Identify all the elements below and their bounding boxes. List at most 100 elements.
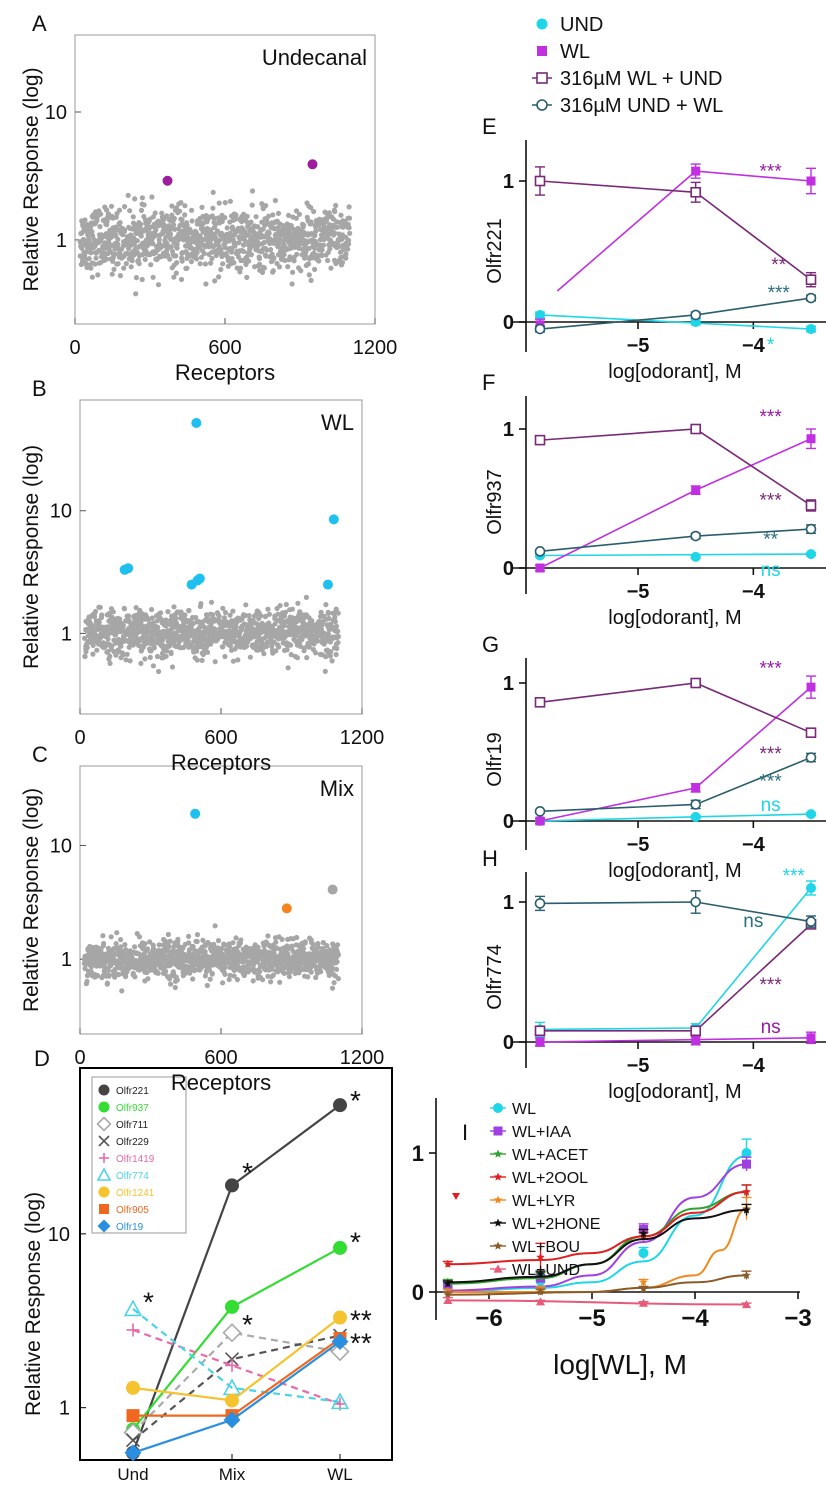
highlight-point-B — [123, 563, 134, 574]
significance-label-D: * — [242, 1309, 253, 1340]
data-point-A — [93, 255, 99, 261]
data-point-C — [167, 938, 173, 944]
data-point-A — [260, 226, 266, 232]
data-point-G-3-shape — [805, 752, 817, 763]
data-point-C — [104, 980, 110, 986]
data-point-C — [269, 966, 275, 972]
x-axis-label-A: Receptors — [175, 360, 275, 385]
data-point-G-2 — [690, 677, 701, 689]
data-point-C — [144, 969, 150, 976]
data-point-A — [331, 230, 338, 236]
data-point-Olfr1419 — [126, 1323, 140, 1337]
data-point-B — [142, 656, 148, 662]
data-point-Olfr711-shape — [222, 1323, 242, 1343]
data-point-C — [105, 967, 111, 973]
data-point-A — [98, 211, 104, 217]
data-point-B — [335, 610, 341, 616]
data-point-B — [140, 644, 146, 650]
data-point-G-0 — [690, 811, 701, 822]
data-point-C — [175, 939, 181, 945]
x-tick-label-I: −4 — [681, 1305, 709, 1332]
data-point-A — [233, 212, 239, 218]
data-point-A — [115, 236, 121, 242]
data-point-A — [261, 265, 267, 271]
data-point-B — [282, 609, 289, 615]
data-point-B — [322, 668, 328, 675]
data-point-G-1-shape — [806, 682, 816, 692]
data-point-B — [143, 640, 149, 647]
data-point-B — [147, 654, 153, 661]
legend-marker-shared-1 — [537, 46, 547, 56]
data-point-B — [149, 615, 155, 621]
x-tick-label-A: 600 — [208, 337, 241, 359]
legend-marker-Olfr19 — [97, 1219, 111, 1233]
data-point-A — [156, 223, 162, 229]
data-point-A — [237, 236, 243, 242]
data-point-I-7 — [536, 1297, 545, 1306]
data-point-I-5-shape — [443, 1279, 453, 1288]
series-line-I-2 — [447, 1190, 747, 1285]
data-point-A — [282, 257, 288, 263]
legend-marker-shared-3 — [536, 99, 548, 111]
x-tick-label-F: −4 — [742, 581, 766, 603]
data-point-C — [174, 977, 180, 983]
data-point-F-3 — [690, 530, 701, 542]
data-point-A — [327, 246, 333, 252]
data-point-B — [205, 649, 211, 655]
data-point-A — [189, 218, 195, 224]
data-point-C — [250, 978, 256, 984]
data-point-A — [152, 210, 158, 216]
data-point-C — [327, 947, 333, 953]
data-point-B — [156, 668, 162, 675]
legend-label-Olfr937: Olfr937 — [116, 1103, 149, 1114]
data-point-C — [315, 941, 321, 947]
data-point-C — [209, 971, 215, 977]
data-point-A — [312, 232, 318, 239]
data-point-I-5 — [536, 1269, 545, 1278]
data-point-B — [246, 613, 252, 619]
data-point-A — [313, 228, 319, 234]
data-point-A — [121, 227, 128, 233]
data-point-B — [149, 606, 155, 613]
data-point-A — [343, 251, 349, 257]
data-point-C — [285, 951, 291, 957]
data-point-A — [334, 224, 340, 230]
data-point-A — [179, 217, 185, 223]
data-point-A — [346, 215, 353, 221]
data-point-A — [173, 253, 179, 259]
data-point-G-3-shape — [690, 799, 701, 810]
data-point-F-0-shape — [806, 549, 816, 560]
significance-label-H: ns — [761, 1017, 781, 1038]
data-point-A — [141, 202, 147, 208]
data-point-A — [177, 208, 183, 214]
data-point-C — [220, 980, 226, 986]
data-point-Olfr19-shape — [124, 1444, 142, 1462]
data-point-B — [264, 643, 270, 650]
data-point-B — [235, 657, 241, 663]
series-line-I-0 — [447, 1154, 747, 1293]
data-point-A — [189, 207, 195, 213]
data-point-B — [81, 635, 88, 641]
data-point-A — [164, 213, 170, 219]
data-point-A — [79, 245, 85, 251]
data-point-A — [208, 260, 214, 266]
data-point-H-1 — [691, 1036, 701, 1046]
data-point-C — [313, 974, 319, 981]
data-point-C — [326, 972, 332, 979]
data-point-B — [90, 642, 96, 649]
x-tick-label-B: 0 — [74, 727, 85, 749]
data-point-A — [242, 238, 248, 244]
data-point-A — [128, 264, 134, 270]
data-point-A — [106, 239, 112, 245]
data-point-B — [288, 652, 294, 658]
data-point-B — [169, 664, 176, 670]
data-point-Olfr19 — [124, 1444, 142, 1462]
data-point-G-3 — [805, 752, 817, 763]
series-line-I-7 — [447, 1299, 747, 1306]
data-point-H-3 — [534, 898, 546, 909]
legend-marker-Olfr19-shape — [97, 1219, 111, 1233]
significance-label-F: ns — [761, 560, 781, 581]
data-point-A — [95, 272, 101, 278]
data-point-E-2 — [690, 186, 701, 198]
data-point-B — [230, 658, 236, 664]
